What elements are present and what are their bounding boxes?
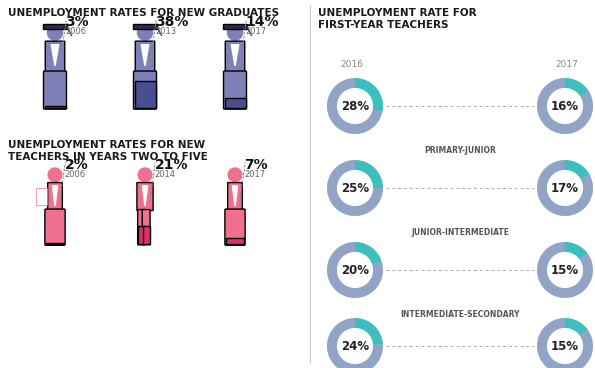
FancyBboxPatch shape <box>224 24 246 29</box>
Circle shape <box>48 168 62 182</box>
Text: PRIMARY-JUNIOR: PRIMARY-JUNIOR <box>424 146 496 155</box>
Wedge shape <box>355 160 383 188</box>
Text: 7%: 7% <box>245 158 268 172</box>
Circle shape <box>547 171 583 205</box>
Text: 15%: 15% <box>551 263 579 276</box>
Text: UNEMPLOYMENT RATES FOR NEW
TEACHERS IN YEARS TWO TO FIVE: UNEMPLOYMENT RATES FOR NEW TEACHERS IN Y… <box>8 140 208 162</box>
Text: 2%: 2% <box>64 158 88 172</box>
Circle shape <box>547 89 583 123</box>
Wedge shape <box>565 242 588 260</box>
Wedge shape <box>565 160 590 180</box>
FancyBboxPatch shape <box>226 238 244 244</box>
Wedge shape <box>537 78 593 134</box>
Text: 3%: 3% <box>65 15 89 29</box>
Wedge shape <box>327 242 383 298</box>
FancyBboxPatch shape <box>224 98 246 108</box>
Polygon shape <box>52 186 58 206</box>
Wedge shape <box>537 318 593 368</box>
Wedge shape <box>537 160 593 216</box>
FancyBboxPatch shape <box>224 71 246 109</box>
Text: INTERMEDIATE-SECONDARY: INTERMEDIATE-SECONDARY <box>400 310 520 319</box>
FancyBboxPatch shape <box>138 226 145 244</box>
Wedge shape <box>355 318 383 345</box>
Polygon shape <box>231 45 239 66</box>
Text: 38%: 38% <box>155 15 189 29</box>
Text: 16%: 16% <box>551 99 579 113</box>
Polygon shape <box>142 186 148 206</box>
FancyBboxPatch shape <box>134 81 155 108</box>
Text: 2014: 2014 <box>155 170 176 179</box>
Polygon shape <box>141 45 149 66</box>
Circle shape <box>337 89 372 123</box>
FancyBboxPatch shape <box>46 243 64 244</box>
Text: 2013: 2013 <box>155 27 177 36</box>
FancyBboxPatch shape <box>45 209 65 245</box>
FancyBboxPatch shape <box>133 71 156 109</box>
Wedge shape <box>327 318 383 368</box>
FancyBboxPatch shape <box>43 24 67 29</box>
Text: UNEMPLOYMENT RATES FOR NEW GRADUATES: UNEMPLOYMENT RATES FOR NEW GRADUATES <box>8 8 279 18</box>
Wedge shape <box>355 242 381 265</box>
Circle shape <box>137 25 152 40</box>
FancyBboxPatch shape <box>142 209 150 245</box>
Circle shape <box>48 25 62 40</box>
FancyBboxPatch shape <box>135 41 155 72</box>
FancyBboxPatch shape <box>226 41 245 72</box>
FancyBboxPatch shape <box>36 188 47 205</box>
Text: UNEMPLOYMENT RATE FOR
FIRST-YEAR TEACHERS: UNEMPLOYMENT RATE FOR FIRST-YEAR TEACHER… <box>318 8 477 29</box>
FancyBboxPatch shape <box>228 183 242 210</box>
Text: 2006: 2006 <box>65 27 87 36</box>
Circle shape <box>227 25 243 40</box>
Circle shape <box>337 253 372 287</box>
FancyBboxPatch shape <box>48 183 62 210</box>
Text: 2017: 2017 <box>245 170 265 179</box>
Wedge shape <box>327 318 383 368</box>
Wedge shape <box>537 78 593 134</box>
FancyBboxPatch shape <box>45 106 65 108</box>
Text: 2017: 2017 <box>246 27 267 36</box>
FancyBboxPatch shape <box>133 24 156 29</box>
Wedge shape <box>565 78 588 97</box>
Wedge shape <box>327 160 383 216</box>
Circle shape <box>138 168 152 182</box>
FancyBboxPatch shape <box>225 209 245 245</box>
Polygon shape <box>51 45 59 66</box>
Circle shape <box>547 329 583 363</box>
FancyBboxPatch shape <box>143 226 149 244</box>
Wedge shape <box>355 78 383 111</box>
Text: JUNIOR-INTERMEDIATE: JUNIOR-INTERMEDIATE <box>411 228 509 237</box>
Text: 2006: 2006 <box>64 170 86 179</box>
Wedge shape <box>327 78 383 134</box>
Text: 15%: 15% <box>551 340 579 353</box>
Text: 25%: 25% <box>341 181 369 195</box>
FancyBboxPatch shape <box>137 183 153 210</box>
Circle shape <box>337 171 372 205</box>
Text: 24%: 24% <box>341 340 369 353</box>
Circle shape <box>228 168 242 182</box>
Wedge shape <box>537 318 593 368</box>
Wedge shape <box>537 242 593 298</box>
Circle shape <box>547 253 583 287</box>
Polygon shape <box>232 186 237 206</box>
Text: 2016: 2016 <box>340 60 363 69</box>
Wedge shape <box>327 78 383 134</box>
Text: 20%: 20% <box>341 263 369 276</box>
Text: 14%: 14% <box>246 15 279 29</box>
Text: 28%: 28% <box>341 99 369 113</box>
Text: 17%: 17% <box>551 181 579 195</box>
Wedge shape <box>537 242 593 298</box>
Wedge shape <box>537 160 593 216</box>
Text: 21%: 21% <box>155 158 188 172</box>
Wedge shape <box>327 242 383 298</box>
FancyBboxPatch shape <box>137 209 146 245</box>
Text: 2017: 2017 <box>555 60 578 69</box>
Wedge shape <box>565 318 588 336</box>
Circle shape <box>337 329 372 363</box>
Wedge shape <box>327 160 383 216</box>
FancyBboxPatch shape <box>45 41 65 72</box>
FancyBboxPatch shape <box>43 71 67 109</box>
